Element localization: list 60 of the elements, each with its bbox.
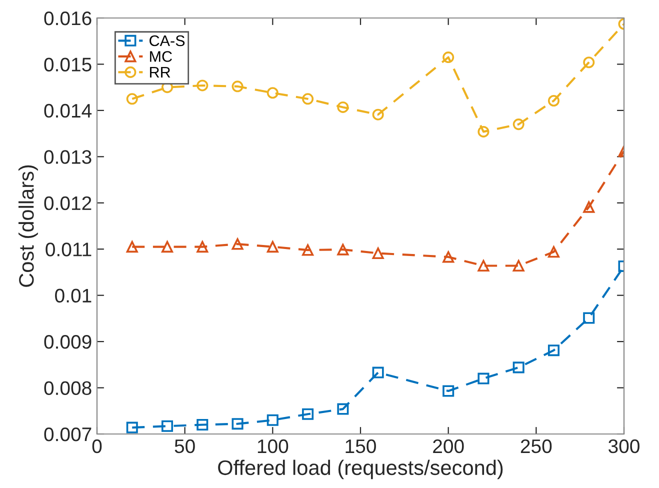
point	[372, 366, 384, 378]
point	[583, 56, 595, 68]
point	[548, 344, 560, 356]
point	[302, 244, 314, 256]
x-tick-label: 300	[608, 439, 640, 454]
point	[442, 52, 454, 64]
point	[232, 80, 244, 92]
point	[232, 238, 244, 250]
point	[512, 260, 524, 272]
point	[162, 420, 174, 432]
point	[372, 248, 384, 260]
point	[126, 422, 138, 434]
point	[512, 362, 524, 374]
point	[162, 241, 174, 253]
point	[266, 87, 278, 99]
x-tick-label: 0	[92, 439, 102, 454]
y-tick-label: 0.008	[44, 381, 92, 396]
x-tick-label: 150	[346, 439, 376, 454]
point	[372, 108, 384, 120]
point	[442, 385, 454, 397]
point	[266, 241, 278, 253]
legend-label: CA-S	[150, 35, 185, 46]
x-tick-label: 100	[258, 439, 288, 454]
point	[478, 260, 490, 272]
point	[512, 118, 524, 130]
point	[583, 312, 595, 324]
y-tick-label: 0.013	[44, 150, 92, 164]
point	[302, 408, 314, 420]
point	[126, 241, 138, 253]
point	[548, 94, 560, 107]
point	[196, 80, 208, 92]
point	[478, 372, 490, 384]
y-tick-label: 0.014	[44, 104, 92, 118]
point	[478, 126, 490, 138]
x-tick-label: 50	[174, 439, 195, 454]
point	[337, 101, 349, 113]
x-axis-title: Offered load (requests/second)	[218, 460, 503, 480]
legend-label: RR	[150, 67, 170, 78]
point	[302, 93, 314, 105]
point	[196, 241, 208, 253]
x-tick-label: 250	[520, 439, 552, 454]
point	[583, 201, 595, 213]
y-tick-label: 0.011	[46, 242, 92, 256]
y-tick-label: 0.016	[44, 11, 92, 26]
y-tick-label: 0.01	[55, 288, 92, 303]
y-tick-label: 0.007	[44, 427, 92, 442]
x-tick-label: 200	[433, 439, 464, 454]
point	[548, 246, 560, 258]
y-tick-label: 0.009	[44, 335, 92, 349]
point	[266, 414, 278, 426]
point	[232, 418, 244, 430]
point	[196, 418, 208, 431]
y-axis-title: Cost (dollars)	[18, 165, 38, 287]
y-tick-label: 0.012	[44, 196, 92, 210]
y-tick-label: 0.015	[44, 58, 92, 72]
legend-label: MC	[150, 51, 172, 62]
point	[126, 93, 138, 105]
point	[337, 244, 349, 256]
point	[442, 251, 454, 263]
point	[337, 403, 349, 415]
